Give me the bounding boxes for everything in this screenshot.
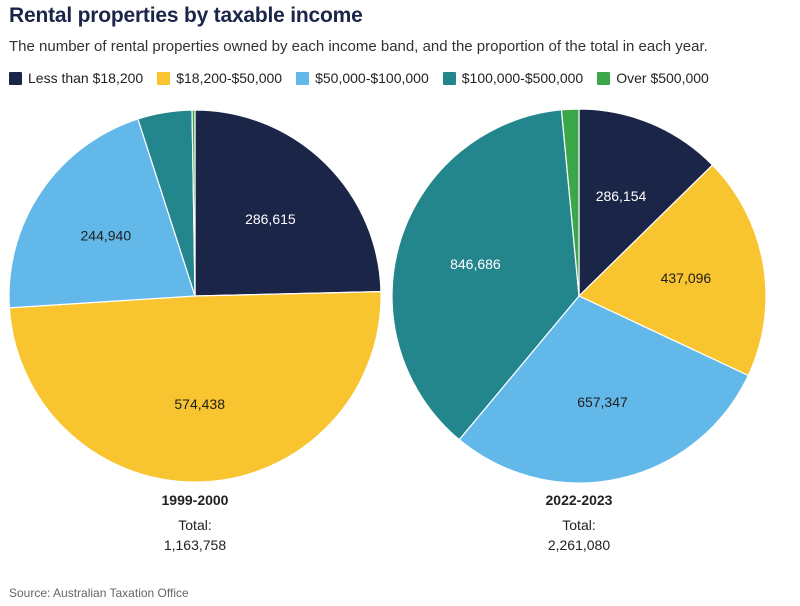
data-label-less-than-18200: 286,615 [245, 211, 296, 227]
caption-total-label: Total: [178, 517, 212, 533]
legend-swatch [597, 71, 611, 85]
data-label-18200-50000: 437,096 [661, 270, 712, 286]
legend-item-100000-500000: $100,000-$500,000 [442, 70, 584, 86]
legend-swatch [157, 71, 171, 85]
legend-label: $50,000-$100,000 [315, 70, 429, 86]
pie-slice-50000-100000 [458, 295, 750, 484]
pie-slice-less-than-18200 [194, 109, 382, 297]
legend-label: Over $500,000 [616, 70, 709, 86]
legend-label: $100,000-$500,000 [461, 70, 584, 86]
pie-2022-2023: 286,154 437,096 657,347 846,686 [391, 108, 767, 484]
data-label-less-than-18200: 286,154 [596, 188, 647, 204]
caption-year: 1999-2000 [161, 492, 229, 508]
pie-slice-less-than-18200 [578, 108, 714, 298]
data-label-50000-100000: 657,347 [577, 394, 628, 410]
legend-item-18200-50000: $18,200-$50,000 [157, 70, 282, 86]
source-note: Source: Australian Taxation Office [9, 586, 189, 600]
pie-slice-50000-100000 [8, 118, 196, 309]
legend-swatch [9, 71, 22, 85]
pie-slice-over-500000 [560, 108, 580, 297]
pie-slice-100000-500000 [391, 109, 580, 441]
caption-1999-2000: 1999-2000 Total: 1,163,758 [85, 492, 305, 555]
caption-2022-2023: 2022-2023 Total: 2,261,080 [469, 492, 689, 555]
caption-total-label: Total: [562, 517, 596, 533]
data-label-50000-100000: 244,940 [81, 227, 132, 243]
legend-label: Less than $18,200 [28, 70, 144, 86]
caption-total-value: 1,163,758 [163, 537, 227, 553]
pie-1999-2000: 286,615 574,438 244,940 [8, 109, 382, 483]
pie-slice-18200-50000 [577, 164, 767, 377]
pie-slice-over-500000 [191, 109, 196, 297]
legend: Less than $18,200 $18,200-$50,000 $50,00… [9, 70, 723, 86]
data-label-18200-50000: 574,438 [174, 396, 225, 412]
pie-slice-18200-50000 [8, 291, 382, 483]
legend-item-50000-100000: $50,000-$100,000 [296, 70, 429, 86]
legend-item-less-than-18200: Less than $18,200 [9, 70, 143, 86]
legend-label: $18,200-$50,000 [176, 70, 283, 86]
legend-item-over-500000: Over $500,000 [597, 70, 709, 86]
chart-subtitle: The number of rental properties owned by… [9, 38, 708, 55]
chart-title: Rental properties by taxable income [9, 4, 363, 27]
caption-total-value: 2,261,080 [547, 537, 611, 553]
legend-swatch [296, 71, 310, 85]
data-label-100000-500000: 846,686 [450, 256, 501, 272]
legend-swatch [442, 71, 456, 85]
caption-year: 2022-2023 [545, 492, 613, 508]
